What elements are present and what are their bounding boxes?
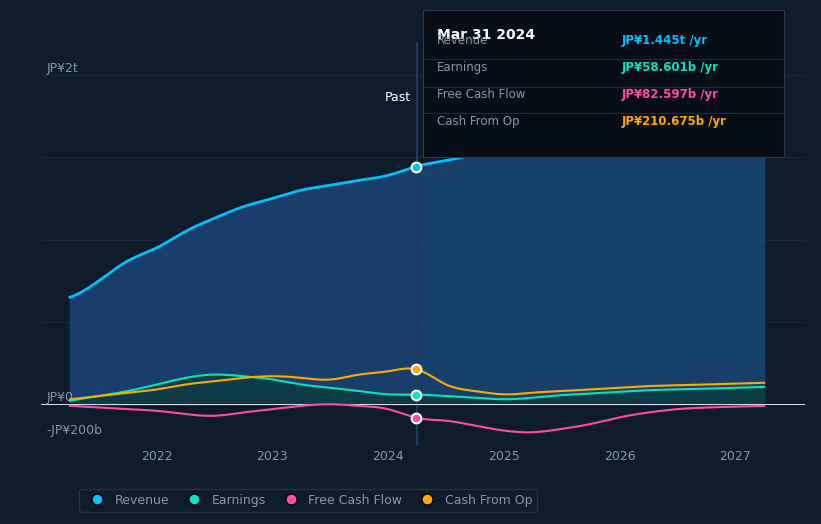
Text: JP¥2t: JP¥2t xyxy=(47,62,79,75)
Text: JP¥210.675b /yr: JP¥210.675b /yr xyxy=(621,115,727,128)
Text: Past: Past xyxy=(385,91,411,104)
Text: JP¥1.445t /yr: JP¥1.445t /yr xyxy=(621,34,708,47)
Legend: Revenue, Earnings, Free Cash Flow, Cash From Op: Revenue, Earnings, Free Cash Flow, Cash … xyxy=(80,489,537,512)
Text: JP¥58.601b /yr: JP¥58.601b /yr xyxy=(621,61,718,73)
Text: Mar 31 2024: Mar 31 2024 xyxy=(438,28,535,42)
Text: JP¥0: JP¥0 xyxy=(47,391,74,404)
Text: -JP¥200b: -JP¥200b xyxy=(47,424,103,437)
Text: Analysts Forecasts: Analysts Forecasts xyxy=(423,91,539,104)
Text: Cash From Op: Cash From Op xyxy=(438,115,520,128)
Text: Earnings: Earnings xyxy=(438,61,488,73)
Text: Revenue: Revenue xyxy=(438,34,488,47)
Text: JP¥82.597b /yr: JP¥82.597b /yr xyxy=(621,89,718,102)
Text: Free Cash Flow: Free Cash Flow xyxy=(438,89,525,102)
